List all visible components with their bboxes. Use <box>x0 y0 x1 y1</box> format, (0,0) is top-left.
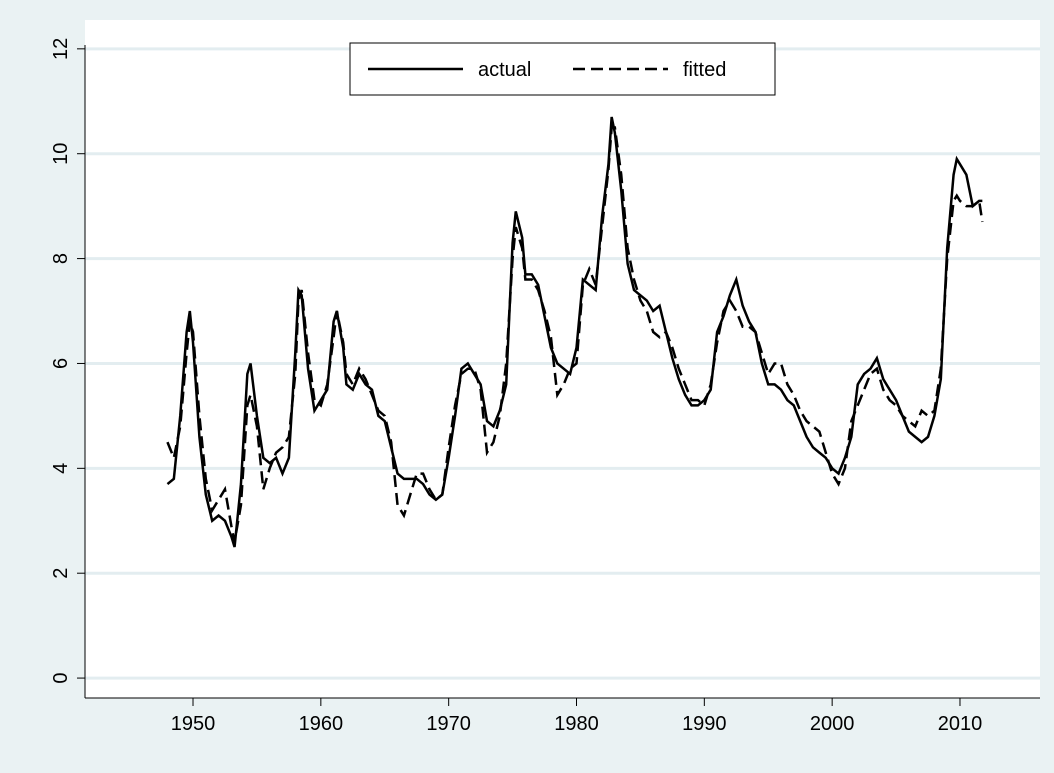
y-tick-label: 0 <box>50 673 72 684</box>
y-tick-label: 2 <box>50 568 72 579</box>
x-tick-label: 2010 <box>938 713 983 735</box>
series-line <box>166 126 984 542</box>
x-tick-label: 1990 <box>682 713 727 735</box>
legend-label: fitted <box>683 59 726 81</box>
plot-area <box>85 20 1040 698</box>
y-tick-label: 4 <box>50 463 72 474</box>
y-tick-label: 10 <box>50 143 72 165</box>
x-tick-label: 1950 <box>171 713 216 735</box>
x-tick-label: 1970 <box>426 713 471 735</box>
y-tick-label: 8 <box>50 253 72 264</box>
legend-label: actual <box>478 59 531 81</box>
x-tick-label: 1980 <box>554 713 599 735</box>
y-tick-label: 6 <box>50 358 72 369</box>
x-tick-label: 2000 <box>810 713 855 735</box>
legend-box <box>349 42 776 96</box>
y-tick-label: 12 <box>50 38 72 60</box>
x-tick-label: 1960 <box>299 713 344 735</box>
